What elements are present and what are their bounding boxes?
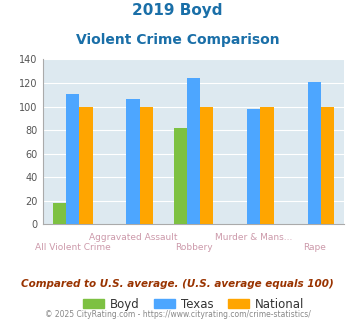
Bar [200,107,213,224]
Text: 2019 Boyd: 2019 Boyd [132,3,223,18]
Bar [66,94,80,224]
Bar [187,78,200,224]
Text: Compared to U.S. average. (U.S. average equals 100): Compared to U.S. average. (U.S. average … [21,279,334,289]
Bar [307,82,321,224]
Text: © 2025 CityRating.com - https://www.cityrating.com/crime-statistics/: © 2025 CityRating.com - https://www.city… [45,310,310,319]
Text: Aggravated Assault: Aggravated Assault [89,233,178,242]
Bar [321,107,334,224]
Bar [126,99,140,224]
Text: Robbery: Robbery [175,243,212,251]
Bar [261,107,274,224]
Bar [80,107,93,224]
Bar [247,109,261,224]
Text: Murder & Mans...: Murder & Mans... [215,233,293,242]
Text: Violent Crime Comparison: Violent Crime Comparison [76,33,279,47]
Bar [174,128,187,224]
Bar [140,107,153,224]
Text: Rape: Rape [303,243,326,251]
Legend: Boyd, Texas, National: Boyd, Texas, National [78,293,309,315]
Text: All Violent Crime: All Violent Crime [35,243,111,251]
Bar [53,203,66,224]
